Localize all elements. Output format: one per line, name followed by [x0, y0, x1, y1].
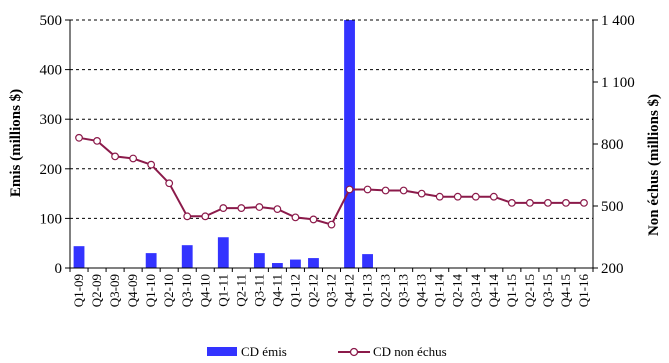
x-tick-label-q3-10: Q3-10	[179, 274, 194, 307]
x-tick-label-q4-10: Q4-10	[197, 274, 212, 307]
point-q2-12	[309, 215, 318, 224]
left-tick-label-500: 500	[40, 13, 63, 29]
x-tick-label-q1-11: Q1-11	[215, 274, 230, 307]
left-axis-tick-labels: 0 100 200 300 400 500	[40, 13, 63, 277]
point-q1-12	[291, 213, 300, 222]
right-tick-label-1: 500	[601, 199, 624, 215]
legend: CD émis CD non échus	[207, 344, 447, 359]
x-tick-label-q2-10: Q2-10	[161, 274, 176, 307]
right-tick-label-0: 200	[601, 261, 624, 277]
point-q1-15	[507, 198, 516, 207]
x-axis-tick-labels: Q1-09 Q2-09 Q3-09 Q4-09 Q1-10 Q2-10 Q3-10 Q4-10…	[71, 274, 591, 308]
right-tick-label-2: 800	[601, 137, 624, 153]
right-tick-label-4: 1 400	[601, 13, 635, 29]
x-tick-label-q4-09: Q4-09	[125, 274, 140, 307]
bar-q2-12	[308, 258, 319, 268]
point-q3-11	[255, 203, 264, 211]
point-q3-12	[327, 220, 336, 229]
x-tick-label-q1-12: Q1-12	[287, 274, 302, 307]
left-tick-label-200: 200	[40, 162, 63, 178]
point-q1-10	[147, 160, 156, 169]
point-q2-14	[453, 192, 462, 201]
x-tick-label-q3-11: Q3-11	[251, 274, 266, 307]
line-cd-non-echus	[78, 136, 584, 226]
bar-q1-09	[73, 246, 85, 268]
point-q1-11	[219, 204, 228, 212]
point-q3-14	[471, 192, 480, 201]
left-tick-label-0: 0	[55, 261, 63, 277]
x-tick-label-q3-13: Q3-13	[396, 274, 411, 307]
bar-q1-11	[217, 237, 229, 268]
bar-q1-10	[145, 253, 157, 268]
legend-label-cd-non-echus: CD non échus	[373, 344, 447, 359]
x-tick-label-q4-11: Q4-11	[269, 274, 284, 307]
x-tick-label-q1-16: Q1-16	[576, 274, 591, 308]
x-tick-label-q4-13: Q4-13	[414, 274, 429, 307]
x-tick-label-q2-11: Q2-11	[233, 274, 248, 307]
point-q2-10	[165, 179, 174, 188]
bar-series-cd-emis	[73, 20, 373, 268]
point-q1-14	[435, 192, 444, 201]
point-q4-12	[345, 185, 354, 194]
x-tick-label-q1-13: Q1-13	[360, 274, 375, 307]
x-tick-label-q2-13: Q2-13	[378, 274, 393, 307]
x-tick-label-q1-10: Q1-10	[143, 274, 158, 307]
point-q3-15	[544, 198, 552, 207]
bar-q4-12	[344, 20, 355, 268]
bar-q1-12	[290, 259, 301, 268]
x-tick-label-q3-09: Q3-09	[107, 274, 122, 307]
left-tick-label-300: 300	[40, 112, 63, 128]
legend-label-cd-emis: CD émis	[241, 344, 287, 359]
left-tick-label-100: 100	[40, 211, 63, 227]
point-q4-11	[273, 205, 282, 214]
legend-swatch-cd-emis	[207, 347, 237, 356]
point-q1-09	[75, 133, 83, 142]
bar-q1-13	[362, 254, 373, 268]
left-axis-title: Emis (millions $)	[8, 89, 24, 197]
x-tick-label-q3-15: Q3-15	[540, 274, 555, 307]
right-axis-tick-labels: 200 500 800 1 100 1 400	[601, 13, 635, 277]
point-q4-10	[201, 212, 210, 221]
point-q3-13	[399, 186, 408, 195]
x-tick-label-q4-14: Q4-14	[486, 274, 501, 308]
point-q4-09	[129, 154, 138, 163]
point-q1-16	[580, 198, 588, 207]
right-tick-label-3: 1 100	[601, 75, 635, 91]
legend-marker-cd-non-echus	[349, 347, 359, 357]
x-tick-label-q3-14: Q3-14	[468, 274, 483, 308]
x-tick-label-q1-14: Q1-14	[432, 274, 447, 308]
x-tick-label-q4-15: Q4-15	[558, 274, 573, 307]
gridlines	[70, 69, 593, 219]
x-tick-label-q1-15: Q1-15	[504, 274, 519, 307]
point-q4-15	[562, 198, 570, 207]
bar-q3-11	[253, 253, 265, 268]
point-q2-09	[93, 136, 101, 145]
bar-q3-10	[181, 245, 193, 268]
x-tick-label-q2-12: Q2-12	[305, 274, 320, 307]
point-q2-15	[525, 198, 534, 207]
point-q3-10	[183, 212, 192, 221]
x-tick-label-q1-09: Q1-09	[71, 274, 86, 307]
left-tick-label-400: 400	[40, 63, 63, 79]
x-tick-label-q3-12: Q3-12	[324, 274, 339, 307]
point-q3-09	[111, 152, 119, 161]
x-tick-label-q4-12: Q4-12	[342, 274, 357, 307]
x-tick-label-q2-14: Q2-14	[450, 274, 465, 308]
point-q1-13	[363, 185, 372, 194]
line-series-cd-non-echus	[75, 133, 588, 229]
right-axis-title: Non échus (millions $)	[646, 94, 662, 236]
axes	[65, 19, 598, 272]
point-q4-13	[417, 189, 426, 198]
point-q2-11	[237, 204, 246, 212]
bar-q4-11	[271, 263, 283, 268]
x-tick-label-q2-15: Q2-15	[522, 274, 537, 307]
point-q4-14	[489, 192, 498, 201]
point-q2-13	[381, 186, 390, 195]
x-tick-label-q2-09: Q2-09	[89, 274, 104, 307]
